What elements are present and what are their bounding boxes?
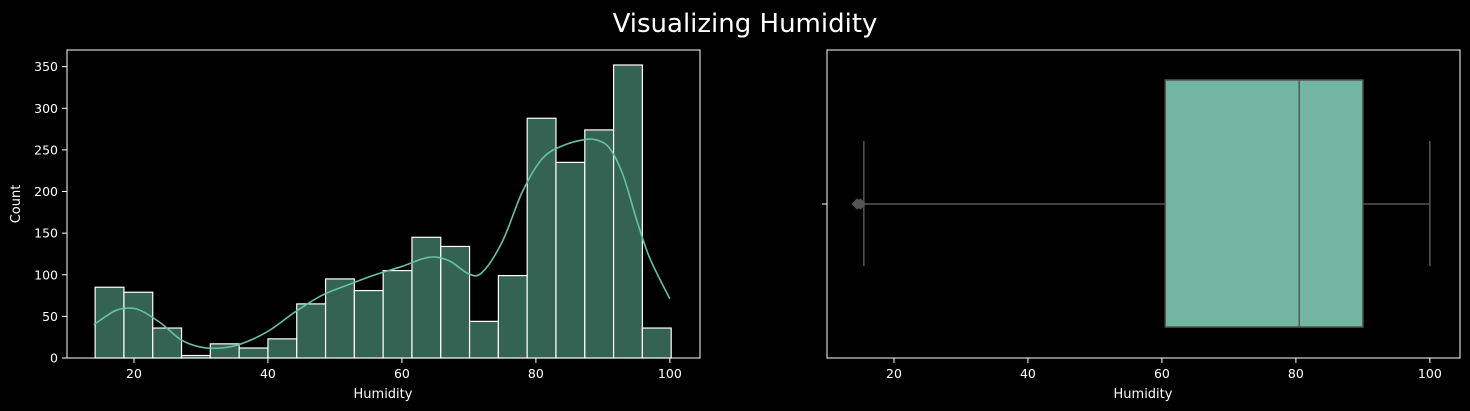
histogram-x-label: Humidity [354,387,413,402]
histogram-x-tick-label: 80 [528,366,544,381]
histogram-x-tick-label: 100 [658,366,682,381]
histogram-bar [411,236,442,359]
histogram-bar [382,269,413,359]
histogram-bar [353,289,384,359]
histogram-y-tick-label: 250 [34,142,58,157]
histogram-bar [612,64,643,359]
histogram-y-tick-label: 50 [42,309,58,324]
boxplot-x-tick-label: 80 [1288,366,1304,381]
histogram-y-tick-label: 100 [34,267,58,282]
histogram-bar [526,117,557,359]
histogram-bar [238,347,269,359]
histogram-y-tick-label: 200 [34,184,58,199]
histogram-bar [324,278,355,359]
histogram-y-tick-label: 150 [34,226,58,241]
box-iqr [1164,79,1364,328]
chart-title: Visualizing Humidity [613,9,878,39]
histogram-bar [152,327,183,359]
histogram-y-tick-label: 350 [34,59,58,74]
histogram-panel: 20 40 60 80 100 0 50 100 150 200 250 300 350 Humidi… [9,49,701,402]
histogram-bar [468,320,499,359]
boxplot-panel: 20 40 60 80 100 Humidity [822,49,1461,402]
histogram-x-tick-label: 20 [126,366,142,381]
boxplot-x-label: Humidity [1114,387,1173,402]
histogram-x-ticks: 20 40 60 80 100 [126,358,682,381]
histogram-y-ticks: 0 50 100 150 200 250 300 350 [34,59,67,366]
box-outliers [851,198,867,210]
histogram-bar [267,338,298,359]
box-outlier-point [854,198,867,210]
boxplot-x-tick-label: 20 [886,366,902,381]
histogram-bar [584,129,615,359]
histogram-y-label: Count [9,185,24,224]
boxplot-x-tick-label: 100 [1418,366,1442,381]
histogram-bar [94,286,125,359]
histogram-axes-frame [66,49,701,359]
histogram-x-tick-label: 40 [260,366,276,381]
histogram-bar [555,161,586,359]
histogram-bar [497,274,528,359]
histogram-bar [296,303,327,359]
histogram-y-tick-label: 0 [50,351,58,366]
boxplot-x-tick-label: 40 [1020,366,1036,381]
histogram-bar [440,245,471,359]
kde-curve [93,138,671,350]
histogram-bar [641,327,672,359]
boxplot-x-ticks: 20 40 60 80 100 [886,358,1442,381]
histogram-y-tick-label: 300 [34,101,58,116]
histogram-x-tick-label: 60 [394,366,410,381]
boxplot-x-tick-label: 60 [1154,366,1170,381]
histogram-bar [123,291,154,359]
